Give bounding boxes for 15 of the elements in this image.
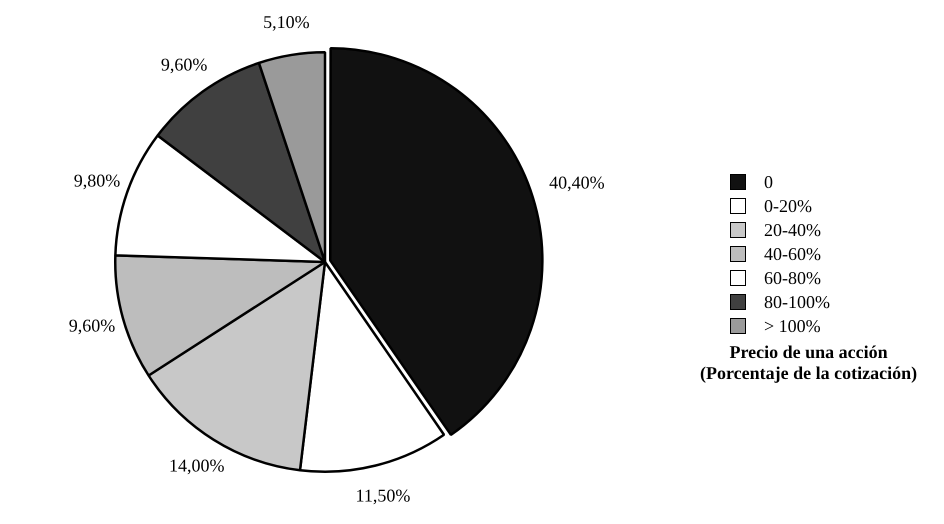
data-label: 9,60%: [68, 315, 116, 336]
legend-label: 0: [764, 172, 773, 192]
data-label: 40,40%: [549, 172, 605, 192]
legend-title: Precio de una acción (Porcentaje de la cotización): [700, 342, 918, 384]
data-label: 9,80%: [74, 170, 120, 190]
legend-label: 60-80%: [764, 268, 821, 288]
data-label: 14,00%: [169, 456, 224, 476]
legend-label: 40-60%: [764, 244, 821, 264]
data-label: 11,50%: [355, 485, 410, 506]
legend-label: 0-20%: [764, 196, 812, 216]
legend-label: 20-40%: [764, 220, 821, 240]
legend-label: 80-100%: [764, 292, 830, 312]
data-label: 5,10%: [263, 12, 310, 32]
legend-label: > 100%: [764, 316, 821, 336]
data-label: 9,60%: [160, 54, 208, 74]
